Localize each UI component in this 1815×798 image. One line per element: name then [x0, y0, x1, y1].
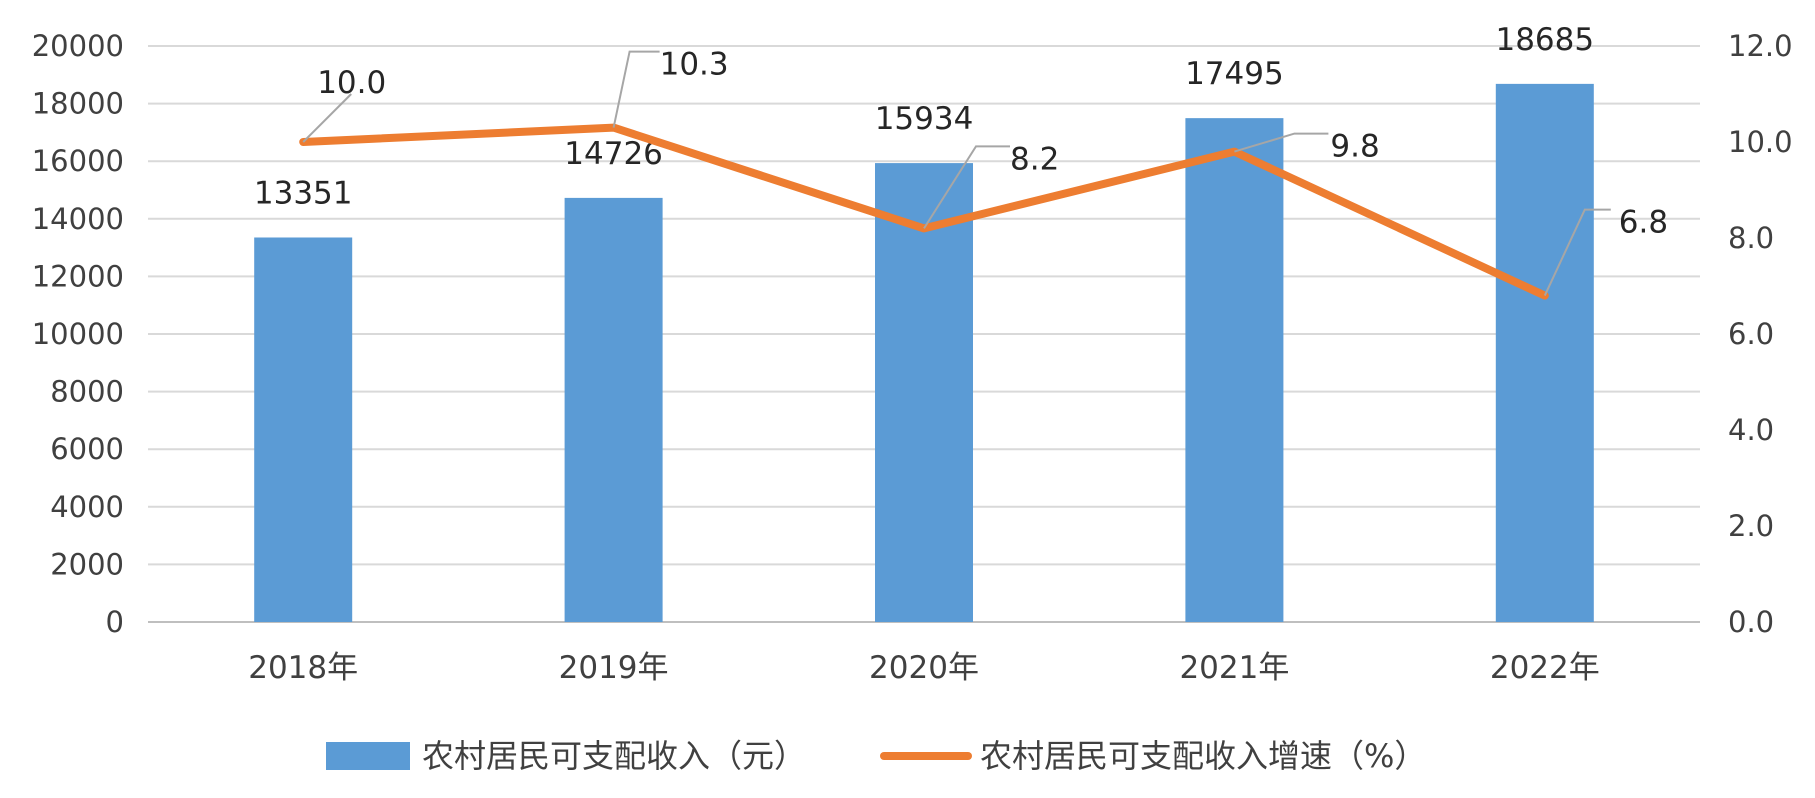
y-left-tick-label: 18000 [32, 87, 124, 121]
leader-line [1234, 132, 1329, 153]
line-data-label: 10.3 [660, 47, 729, 83]
y-left-tick-label: 4000 [50, 490, 124, 524]
x-tick-label: 2019年 [559, 650, 669, 686]
leader-line [1543, 208, 1611, 297]
leader-line [302, 93, 352, 143]
y-left-tick-label: 12000 [32, 259, 124, 293]
line-data-label: 6.8 [1619, 205, 1668, 241]
y-right-tick-label: 12.0 [1728, 29, 1793, 63]
y-right-tick-label: 4.0 [1728, 413, 1774, 447]
y-left-tick-label: 8000 [50, 375, 124, 409]
y-left-tick-label: 10000 [32, 317, 124, 351]
leader-line [612, 50, 660, 128]
bar [254, 237, 353, 622]
y-right-tick-label: 2.0 [1728, 509, 1774, 543]
y-left-tick-label: 2000 [50, 547, 124, 581]
y-left-tick-label: 0 [106, 605, 124, 639]
bar-data-label: 15934 [875, 101, 974, 137]
bar [564, 197, 663, 622]
y-right-tick-label: 10.0 [1728, 125, 1793, 159]
legend-label-line: 农村居民可支配收入增速（%） [980, 737, 1426, 775]
x-tick-label: 2021年 [1179, 650, 1289, 686]
legend-label-bar: 农村居民可支配收入（元） [422, 737, 806, 775]
bar [875, 163, 973, 622]
bar [1185, 118, 1284, 623]
x-tick-label: 2018年 [248, 650, 358, 686]
line-data-label: 9.8 [1330, 129, 1379, 165]
bar [1495, 83, 1594, 622]
y-right-tick-label: 0.0 [1728, 605, 1774, 639]
y-left-tick-label: 14000 [32, 202, 124, 236]
y-left-tick-label: 6000 [50, 432, 124, 466]
bar-data-label: 18685 [1495, 22, 1594, 58]
leader-line [923, 145, 1010, 229]
line-data-label: 8.2 [1010, 141, 1059, 177]
y-right-tick-label: 6.0 [1728, 317, 1774, 351]
bar-data-label: 17495 [1185, 56, 1284, 92]
y-left-tick-label: 16000 [32, 144, 124, 178]
bar-data-label: 13351 [254, 175, 353, 211]
y-right-tick-label: 8.0 [1728, 221, 1774, 255]
legend-swatch-bar [326, 742, 410, 770]
x-tick-label: 2020年 [869, 650, 979, 686]
line-data-label: 10.0 [317, 65, 386, 101]
x-tick-label: 2022年 [1490, 650, 1600, 686]
y-left-tick-label: 20000 [32, 29, 124, 63]
